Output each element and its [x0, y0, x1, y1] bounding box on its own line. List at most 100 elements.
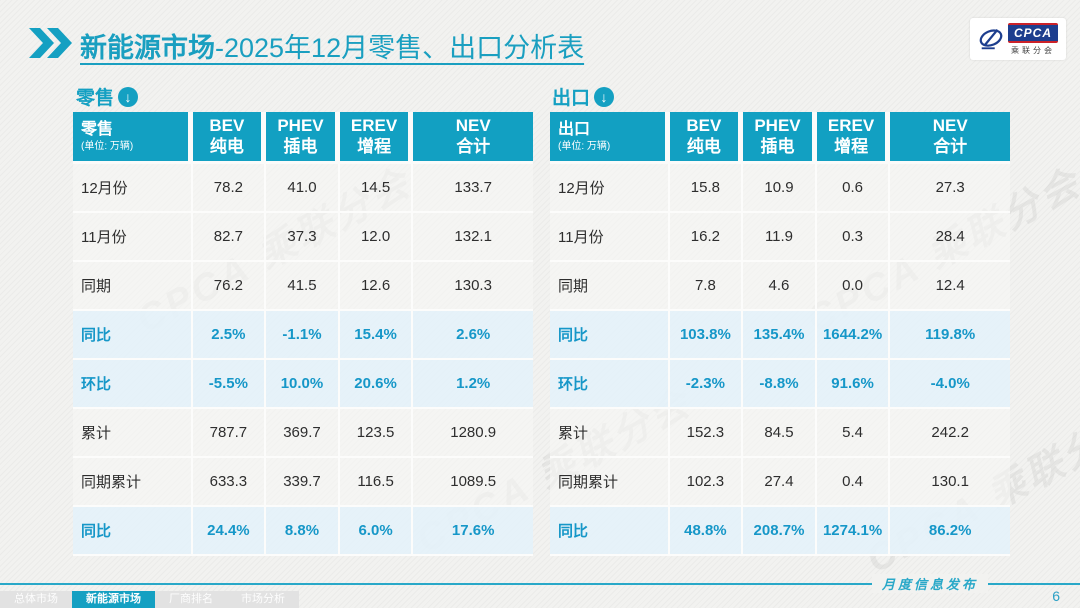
logo-text: CPCA	[1007, 22, 1058, 43]
row-label: 11月份	[73, 213, 193, 262]
cell: 12.6	[339, 262, 414, 311]
cell: 27.3	[890, 164, 1010, 213]
col-header-bev: BEV 纯电	[192, 112, 267, 164]
cell: 103.8%	[669, 311, 744, 360]
cell: 48.8%	[669, 507, 744, 556]
table-row: 累计 152.3 84.5 5.4 242.2	[550, 409, 1010, 458]
table-row: 同期 76.2 41.5 12.6 130.3	[73, 262, 533, 311]
row-label: 同比	[73, 311, 193, 360]
cell: 8.8%	[266, 507, 340, 556]
double-chevron-icon	[29, 28, 72, 58]
row-label: 同期累计	[73, 458, 193, 507]
cell: -1.1%	[266, 311, 340, 360]
cell: 208.7%	[743, 507, 817, 556]
cell: 135.4%	[743, 311, 817, 360]
cell: 2.6%	[413, 311, 533, 360]
retail-section-text: 零售	[76, 88, 115, 109]
table-row: 同期 7.8 4.6 0.0 12.4	[550, 262, 1010, 311]
cell: 41.5	[266, 262, 340, 311]
cell: 116.5	[339, 458, 414, 507]
logo-subtitle: 乘联分会	[1010, 45, 1055, 55]
table-row: 累计 787.7 369.7 123.5 1280.9	[73, 409, 533, 458]
row-label: 同比	[73, 507, 193, 556]
page-title: 新能源市场-2025年12月零售、出口分析表	[80, 26, 584, 65]
cell: 1089.5	[413, 458, 533, 507]
cell: 1274.1%	[816, 507, 891, 556]
cell: 6.0%	[339, 507, 414, 556]
cell: 130.1	[890, 458, 1010, 507]
cell: 133.7	[413, 164, 533, 213]
tab-market-analysis[interactable]: 市场分析	[227, 591, 299, 608]
cell: 0.3	[816, 213, 891, 262]
col-header-erev: EREV 增程	[339, 112, 414, 164]
tab-nev-market[interactable]: 新能源市场	[72, 591, 155, 608]
export-corner-cell: 出口 (单位: 万辆)	[550, 112, 670, 164]
table-row: 12月份 15.8 10.9 0.6 27.3	[550, 164, 1010, 213]
export-header-row: 出口 (单位: 万辆) BEV 纯电 PHEV 插电 EREV 增程 NEV 合计	[550, 112, 1010, 164]
row-label: 同比	[550, 507, 670, 556]
cell: 86.2%	[890, 507, 1010, 556]
cell: 119.8%	[890, 311, 1010, 360]
cell: 76.2	[192, 262, 267, 311]
table-row-highlight: 环比 -2.3% -8.8% 91.6% -4.0%	[550, 360, 1010, 409]
cell: 14.5	[339, 164, 414, 213]
cell: 5.4	[816, 409, 891, 458]
cell: 633.3	[192, 458, 267, 507]
cell: 17.6%	[413, 507, 533, 556]
row-label: 同期	[550, 262, 670, 311]
export-section-text: 出口	[552, 88, 591, 109]
row-label: 11月份	[550, 213, 670, 262]
cell: 24.4%	[192, 507, 267, 556]
table-row: 11月份 82.7 37.3 12.0 132.1	[73, 213, 533, 262]
tab-overall-market[interactable]: 总体市场	[0, 591, 72, 608]
export-section-label: 出口 ↓	[552, 83, 615, 110]
down-arrow-icon: ↓	[118, 86, 139, 107]
cell: 0.0	[816, 262, 891, 311]
cell: 10.9	[743, 164, 817, 213]
retail-corner-cell: 零售 (单位: 万辆)	[73, 112, 193, 164]
cell: -5.5%	[192, 360, 267, 409]
row-label: 环比	[73, 360, 193, 409]
tab-oem-ranking[interactable]: 厂商排名	[155, 591, 227, 608]
corner-label: 出口	[558, 121, 591, 139]
row-label: 12月份	[550, 164, 670, 213]
cell: 91.6%	[816, 360, 891, 409]
table-row: 11月份 16.2 11.9 0.3 28.4	[550, 213, 1010, 262]
cell: 152.3	[669, 409, 744, 458]
cell: 0.6	[816, 164, 891, 213]
cell: -2.3%	[669, 360, 744, 409]
cell: 12.0	[339, 213, 414, 262]
cell: 37.3	[266, 213, 340, 262]
unit-label: (单位: 万辆)	[81, 140, 134, 152]
row-label: 同比	[550, 311, 670, 360]
cell: 12.4	[890, 262, 1010, 311]
cell: 41.0	[266, 164, 340, 213]
row-label: 同期	[73, 262, 193, 311]
row-label: 环比	[550, 360, 670, 409]
cell: 4.6	[743, 262, 817, 311]
col-header-nev: NEV 合计	[413, 112, 533, 164]
cell: 27.4	[743, 458, 817, 507]
cell: 1644.2%	[816, 311, 891, 360]
retail-section-label: 零售 ↓	[76, 83, 139, 110]
cell: 20.6%	[339, 360, 414, 409]
cell: 15.8	[669, 164, 744, 213]
cell: 10.0%	[266, 360, 340, 409]
col-header-erev: EREV 增程	[816, 112, 891, 164]
down-arrow-icon: ↓	[594, 86, 615, 107]
col-header-bev: BEV 纯电	[669, 112, 744, 164]
cell: 242.2	[890, 409, 1010, 458]
col-header-phev: PHEV 插电	[266, 112, 340, 164]
cell: 0.4	[816, 458, 891, 507]
table-row-highlight: 同比 103.8% 135.4% 1644.2% 119.8%	[550, 311, 1010, 360]
col-header-nev: NEV 合计	[890, 112, 1010, 164]
cell: 28.4	[890, 213, 1010, 262]
row-label: 累计	[550, 409, 670, 458]
bottom-tabbar: 总体市场 新能源市场 厂商排名 市场分析	[0, 591, 299, 608]
cell: 369.7	[266, 409, 340, 458]
footer-note: 月度信息发布	[871, 574, 988, 593]
table-row-highlight: 同比 2.5% -1.1% 15.4% 2.6%	[73, 311, 533, 360]
retail-table: 零售 (单位: 万辆) BEV 纯电 PHEV 插电 EREV 增程 NEV 合计 12…	[73, 112, 533, 556]
table-row-highlight: 同比 48.8% 208.7% 1274.1% 86.2%	[550, 507, 1010, 556]
